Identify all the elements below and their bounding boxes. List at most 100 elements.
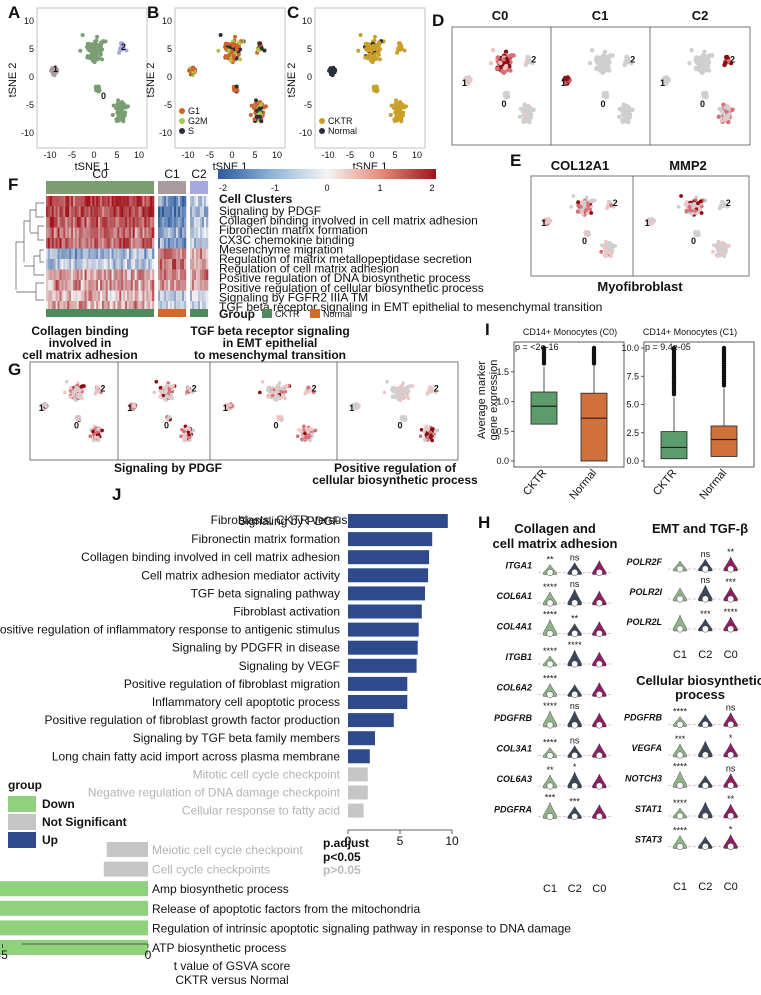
significance-label: **** (673, 798, 688, 808)
heatmap-cell (190, 259, 193, 270)
heatmap-cell (100, 238, 103, 249)
bar (0, 900, 148, 916)
heatmap-cell (174, 217, 177, 228)
heatmap-cell (98, 269, 101, 281)
violin-median (571, 721, 579, 729)
heatmap-cell (184, 248, 187, 260)
heatmap-cell (74, 269, 78, 281)
gsva-xlabel-line2: CKTR versus Normal (175, 973, 288, 987)
tsne-c-xticks: -10 -5 0 5 10 (321, 150, 422, 160)
heatmap-cell (204, 301, 207, 312)
feature-point (152, 390, 157, 395)
bar-label: Amp biosynthetic process (152, 882, 289, 896)
outlier (591, 361, 597, 366)
heatmap-cell (105, 196, 109, 207)
heatmap-cell (160, 206, 163, 218)
feature-point (428, 430, 433, 434)
heatmap-cell (46, 238, 49, 249)
feature-point (613, 243, 618, 248)
feature-point (272, 397, 277, 402)
heatmap-cell (94, 206, 97, 218)
heatmap-cell (69, 206, 72, 218)
cluster-label-2: 2 (730, 54, 735, 64)
heatmap-cell (61, 196, 64, 207)
heatmap-cell (65, 269, 68, 281)
tick: -10 (321, 150, 334, 160)
heatmap-cell (127, 196, 130, 207)
group-bar-c0 (46, 309, 154, 317)
heatmap-cell (117, 269, 120, 281)
cluster-label-0: 0 (164, 421, 169, 431)
feature-point (688, 208, 692, 213)
heatmap-cell (158, 248, 161, 260)
heatmap-cell (74, 290, 78, 302)
legend-swatch-down (8, 796, 36, 812)
tsne-point (78, 48, 83, 53)
heatmap-cell (196, 238, 199, 249)
feature-point (282, 385, 287, 389)
heatmap-cell (128, 227, 132, 239)
heatmap-cell (158, 196, 161, 207)
heatmap-cell (109, 259, 112, 270)
feature-point (730, 107, 735, 112)
tsne-point (89, 53, 94, 58)
tsne-point (363, 55, 368, 60)
heatmap-cell (101, 227, 105, 239)
heatmap-cell (182, 290, 185, 302)
heatmap-cell (146, 259, 149, 270)
tsne-point (227, 53, 232, 58)
heatmap-cell (57, 259, 60, 270)
heatmap-cell (63, 280, 66, 291)
gene-label: COL4A1 (496, 622, 532, 632)
heatmap-cell (150, 248, 153, 260)
heatmap-cell (190, 269, 193, 281)
violin-median (727, 751, 735, 759)
feature-point (599, 249, 604, 254)
legend-swatch-up (8, 832, 36, 848)
heatmap-cell (138, 206, 141, 218)
h-title-left-line2: cell matrix adhesion (493, 536, 618, 551)
feature-point (589, 211, 594, 215)
tsne-point (228, 58, 233, 63)
tsne-point (120, 114, 124, 119)
tsne-point (258, 102, 263, 107)
heatmap-cell (73, 238, 76, 249)
legend-swatch-s (179, 128, 185, 134)
tsne-point (187, 68, 192, 73)
g-title1-line3: cell matrix adhesion (22, 348, 137, 362)
feature-point (299, 429, 304, 434)
heatmap-cell (182, 259, 185, 270)
heatmap-cell (105, 206, 109, 218)
heatmap-cell (46, 217, 49, 228)
heatmap-cell (86, 259, 89, 270)
feature-point (526, 116, 531, 121)
heatmap-cell (98, 238, 101, 249)
heatmap-cell (86, 280, 89, 291)
heatmap-cell (111, 290, 114, 302)
heatmap-cell (148, 290, 151, 302)
heatmap-cell (111, 227, 114, 239)
heatmap-cell (67, 269, 70, 281)
heatmap-cell (196, 269, 199, 281)
tsne-point (121, 119, 126, 124)
violin-x-label: C0 (592, 883, 606, 895)
violin-median (546, 782, 554, 790)
y-tick-label: 2.5 (626, 428, 639, 438)
significance-label: **** (543, 738, 558, 748)
heatmap-cell (76, 248, 80, 260)
feature-point (693, 208, 698, 213)
heatmap-cell (69, 259, 72, 270)
heatmap-cell (150, 280, 153, 291)
heatmap-cell (206, 196, 209, 207)
tsne-point (116, 98, 120, 103)
violin-median (701, 843, 709, 850)
heatmap-cell (174, 269, 177, 281)
heatmap-cell (146, 217, 149, 228)
heatmap-cell (59, 269, 62, 281)
feature-point (578, 204, 583, 209)
cluster-label-1: 1 (541, 218, 546, 228)
feature-point (306, 435, 311, 440)
heatmap-cell (158, 301, 161, 312)
heatmap-cell (168, 290, 171, 302)
